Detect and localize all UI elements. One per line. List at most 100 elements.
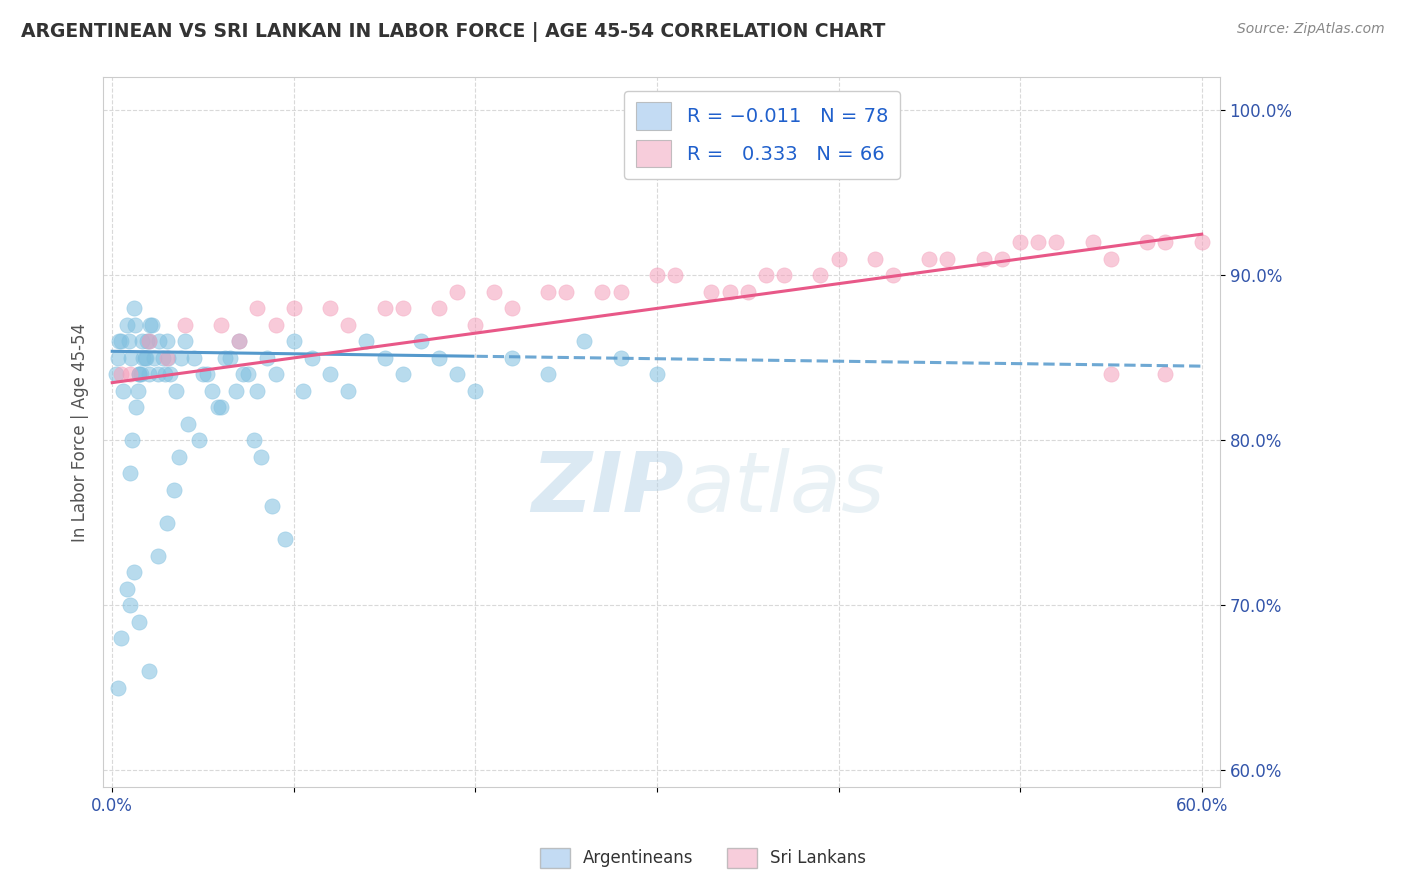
Point (112, 384, 135, 398)
Point (1191, 235, 1213, 250)
Point (156, 516, 179, 530)
Point (153, 368, 176, 382)
Text: Source: ZipAtlas.com: Source: ZipAtlas.com (1237, 22, 1385, 37)
Point (1099, 368, 1122, 382)
Point (148, 334, 170, 349)
Point (225, 384, 247, 398)
Point (1154, 368, 1177, 382)
Point (134, 351, 156, 365)
Point (120, 599, 142, 613)
Point (664, 268, 686, 283)
Point (319, 368, 342, 382)
Point (1045, 235, 1067, 250)
Point (117, 334, 139, 349)
Point (141, 318, 163, 332)
Point (138, 334, 160, 349)
Point (173, 334, 195, 349)
Point (146, 368, 169, 382)
Point (250, 450, 273, 464)
Point (319, 301, 342, 316)
Point (283, 301, 305, 316)
Point (214, 351, 236, 365)
Point (121, 434, 143, 448)
Point (446, 368, 468, 382)
Point (936, 252, 959, 266)
Point (243, 434, 266, 448)
Point (427, 301, 450, 316)
Point (127, 384, 149, 398)
Point (337, 384, 360, 398)
Point (537, 368, 560, 382)
Point (863, 252, 886, 266)
Point (115, 582, 138, 596)
Point (138, 334, 160, 349)
Point (107, 681, 129, 695)
Point (110, 368, 132, 382)
Y-axis label: In Labor Force | Age 45-54: In Labor Force | Age 45-54 (72, 323, 89, 541)
Point (574, 334, 596, 349)
Point (356, 334, 378, 349)
Text: atlas: atlas (683, 449, 886, 529)
Point (219, 351, 242, 365)
Text: ZIP: ZIP (531, 449, 683, 529)
Point (188, 434, 211, 448)
Point (260, 500, 283, 514)
Point (228, 334, 250, 349)
Point (124, 318, 146, 332)
Legend: R = −0.011   N = 78, R =   0.333   N = 66: R = −0.011 N = 78, R = 0.333 N = 66 (624, 91, 900, 178)
Point (700, 285, 723, 299)
Point (973, 252, 995, 266)
Point (1026, 235, 1049, 250)
Point (391, 301, 413, 316)
Point (238, 368, 260, 382)
Point (120, 467, 142, 481)
Point (228, 334, 250, 349)
Point (115, 318, 138, 332)
Point (755, 268, 778, 283)
Point (183, 351, 205, 365)
Point (1010, 235, 1032, 250)
Point (165, 384, 187, 398)
Point (173, 318, 195, 332)
Point (132, 351, 155, 365)
Point (773, 268, 796, 283)
Point (122, 566, 145, 580)
Point (464, 318, 486, 332)
Point (135, 334, 157, 349)
Point (122, 301, 145, 316)
Point (191, 368, 214, 382)
Point (139, 318, 162, 332)
Point (609, 285, 631, 299)
Point (128, 368, 150, 382)
Point (120, 351, 142, 365)
Point (207, 401, 229, 415)
Point (146, 549, 169, 563)
Point (131, 334, 153, 349)
Point (256, 351, 278, 365)
Point (882, 268, 904, 283)
Point (110, 632, 132, 646)
Point (264, 318, 287, 332)
Point (129, 368, 152, 382)
Point (156, 334, 179, 349)
Point (209, 318, 232, 332)
Point (374, 301, 396, 316)
Point (201, 384, 224, 398)
Point (645, 368, 668, 382)
Point (918, 252, 941, 266)
Point (482, 285, 505, 299)
Point (107, 351, 129, 365)
Point (110, 334, 132, 349)
Point (555, 285, 578, 299)
Point (609, 351, 631, 365)
Point (1154, 235, 1177, 250)
Point (159, 368, 181, 382)
Point (135, 351, 157, 365)
Point (264, 368, 287, 382)
Point (808, 268, 831, 283)
Point (645, 268, 668, 283)
Point (128, 615, 150, 629)
Point (501, 351, 523, 365)
Text: ARGENTINEAN VS SRI LANKAN IN LABOR FORCE | AGE 45-54 CORRELATION CHART: ARGENTINEAN VS SRI LANKAN IN LABOR FORCE… (21, 22, 886, 42)
Point (1099, 252, 1122, 266)
